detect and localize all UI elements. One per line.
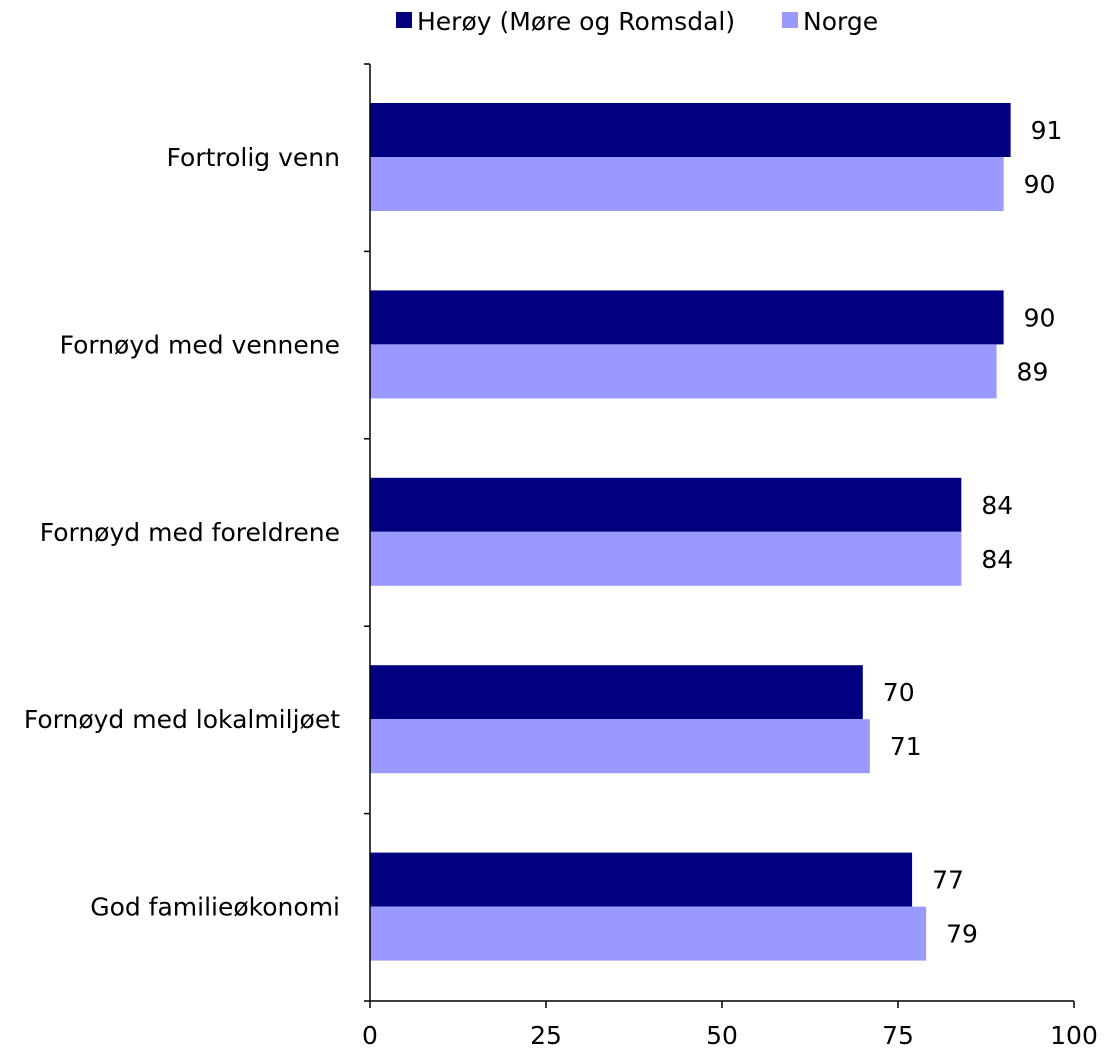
x-tick-label: 25 [530, 1021, 562, 1050]
x-tick-label: 75 [882, 1021, 914, 1050]
bars [370, 103, 1011, 961]
bar-series-1 [370, 665, 863, 720]
category-label: Fornøyd med lokalmiljøet [24, 705, 340, 734]
legend-swatch [782, 12, 798, 28]
data-label: 91 [1031, 116, 1063, 145]
data-label: 77 [932, 866, 964, 895]
data-label: 90 [1024, 303, 1056, 332]
category-labels: Fortrolig venn Fornøyd med vennene Fornøyd… [24, 143, 340, 922]
data-labels: 91 90 90 89 84 84 70 71 77 79 [883, 116, 1063, 949]
bar-series-2 [370, 344, 997, 399]
legend-label: Herøy (Møre og Romsdal) [417, 7, 735, 36]
x-tick-label: 0 [362, 1021, 378, 1050]
bar-series-2 [370, 531, 962, 586]
data-label: 84 [981, 491, 1013, 520]
category-label: Fornøyd med foreldrene [40, 518, 340, 547]
data-label: 71 [890, 732, 922, 761]
bar-series-1 [370, 103, 1011, 157]
data-label: 89 [1017, 357, 1049, 386]
data-label: 70 [883, 678, 915, 707]
category-label: Fornøyd med vennene [60, 330, 340, 359]
x-tick-label: 100 [1050, 1021, 1098, 1050]
bar-series-1 [370, 290, 1004, 345]
data-label: 79 [946, 920, 978, 949]
category-label: God familieøkonomi [90, 893, 340, 922]
legend: Herøy (Møre og Romsdal) Norge [396, 7, 878, 36]
data-label: 84 [981, 545, 1013, 574]
bar-series-2 [370, 719, 870, 774]
bar-series-1 [370, 477, 962, 532]
bar-series-2 [370, 906, 927, 961]
bar-series-2 [370, 157, 1004, 211]
legend-swatch [396, 12, 412, 28]
bar-series-1 [370, 852, 913, 907]
data-label: 90 [1024, 170, 1056, 199]
axes: 0 25 50 75 100 [362, 63, 1098, 1050]
x-tick-label: 50 [706, 1021, 738, 1050]
legend-label: Norge [803, 7, 878, 36]
category-label: Fortrolig venn [167, 143, 340, 172]
